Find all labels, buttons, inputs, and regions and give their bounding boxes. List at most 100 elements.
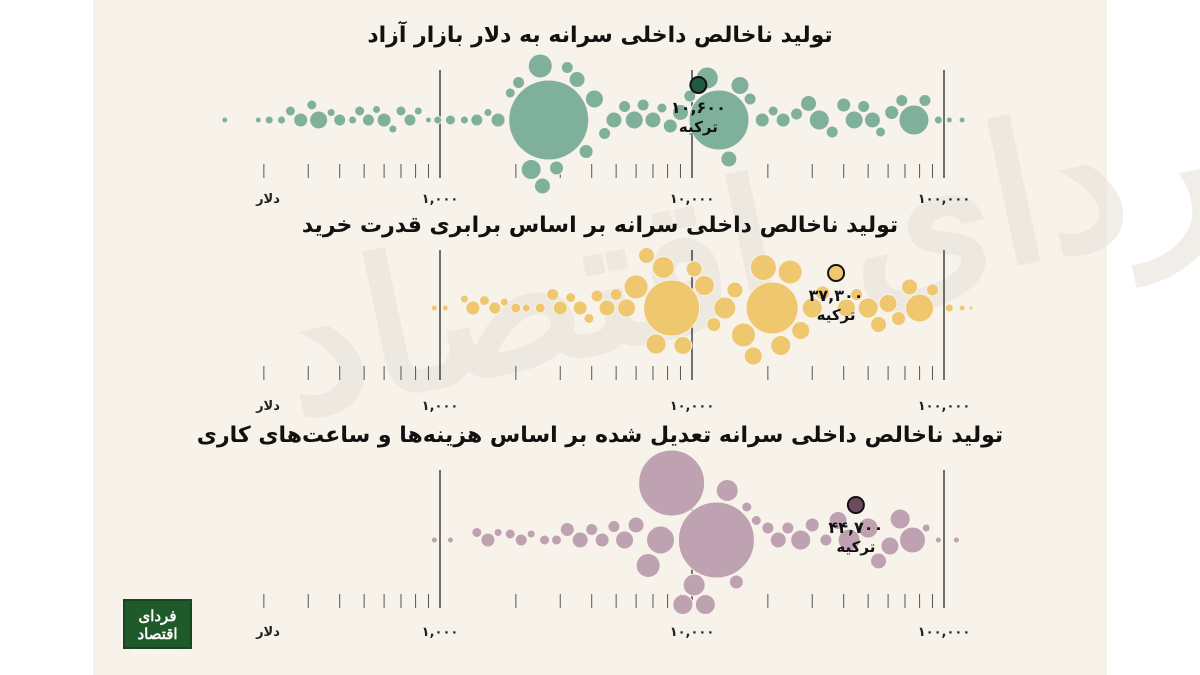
bubble	[754, 112, 770, 128]
bubble	[617, 298, 637, 318]
bubble	[870, 552, 888, 570]
bubble	[551, 534, 563, 546]
logo-subtitle: رسانه جامع اقتصادی	[131, 649, 184, 656]
bubble	[571, 531, 589, 549]
bubble	[483, 108, 493, 117]
bubble	[493, 528, 503, 537]
chart-3: تولید ناخالص داخلی سرانه تعدیل شده بر اس…	[197, 423, 1003, 640]
bubble	[767, 105, 779, 117]
tick-label: ۱۰۰,۰۰۰	[918, 192, 971, 207]
bubble	[899, 526, 927, 554]
bubble	[433, 115, 443, 125]
bubble	[480, 532, 496, 548]
axis-unit-label: دلار	[255, 192, 280, 207]
bubble	[504, 528, 516, 540]
tick-label: ۱۰,۰۰۰	[670, 192, 715, 207]
bubble	[264, 115, 274, 125]
bubble	[713, 296, 737, 320]
bubble	[905, 293, 935, 323]
bubble	[726, 281, 744, 299]
bubble	[470, 113, 484, 127]
tick-label: ۱۰,۰۰۰	[670, 399, 715, 414]
bubble	[685, 260, 703, 278]
bubble	[618, 100, 632, 113]
bubble	[694, 594, 716, 615]
bubble	[309, 110, 329, 130]
bubble	[636, 98, 650, 112]
bubble	[459, 115, 469, 125]
bubble	[413, 106, 423, 116]
bubble	[605, 111, 623, 129]
highlight-marker	[827, 264, 846, 282]
bubble	[944, 303, 954, 313]
bubble	[293, 112, 309, 128]
bubble	[791, 321, 811, 340]
highlight-marker	[689, 76, 708, 94]
bubble	[836, 298, 856, 318]
bubble	[388, 124, 398, 134]
bubble	[598, 299, 616, 317]
bubble	[895, 94, 909, 107]
bubble	[761, 521, 775, 535]
bubble	[643, 279, 701, 337]
axis-unit-label: دلار	[255, 625, 280, 640]
bubble	[623, 274, 649, 300]
bubble	[808, 109, 830, 131]
bubble	[607, 520, 621, 533]
bubble	[671, 104, 689, 121]
bubble	[549, 160, 565, 176]
bubble	[651, 256, 675, 279]
bubble	[857, 517, 879, 539]
tick-label: ۱,۰۰۰	[422, 192, 459, 207]
bubble	[706, 317, 722, 332]
bubble	[465, 300, 481, 316]
bubble	[504, 87, 516, 99]
chart-2: تولید ناخالص داخلی سرانه بر اساس برابری …	[255, 213, 974, 414]
bubble	[800, 95, 818, 112]
bubble	[677, 501, 755, 579]
bubble	[688, 89, 750, 151]
bubble	[730, 322, 756, 348]
bubble	[850, 288, 864, 301]
bubble	[348, 115, 358, 125]
bubble	[743, 346, 763, 366]
bubble	[656, 102, 668, 114]
bubble	[683, 89, 697, 103]
bubble	[615, 530, 635, 550]
bubble	[326, 108, 336, 117]
bubble	[857, 297, 879, 319]
bubble	[527, 53, 553, 79]
chart-title: تولید ناخالص داخلی سرانه تعدیل شده بر اس…	[197, 423, 1003, 448]
bubble	[403, 113, 417, 127]
bubble	[775, 112, 791, 128]
bubble	[584, 89, 604, 109]
bubble	[441, 304, 449, 312]
bubble	[790, 529, 812, 551]
bubble	[741, 501, 753, 513]
bubble	[277, 115, 287, 125]
bubble	[889, 508, 911, 530]
bubble	[934, 536, 942, 544]
bubble	[720, 150, 738, 168]
bubble	[781, 521, 795, 535]
tick-label: ۱۰۰,۰۰۰	[918, 625, 971, 640]
bubble	[715, 479, 739, 502]
bubble	[333, 113, 347, 127]
bubble	[471, 527, 483, 538]
bubble	[769, 531, 787, 549]
bubble	[837, 528, 861, 552]
bubble	[693, 275, 715, 296]
bubble	[790, 107, 804, 121]
bubble	[898, 104, 930, 136]
bubble	[372, 105, 382, 114]
bubble	[598, 127, 612, 140]
bubble	[539, 534, 551, 546]
axis-unit-label: دلار	[255, 399, 280, 414]
brand-logo: فردای اقتصاد رسانه جامع اقتصادی	[123, 599, 192, 656]
bubble	[682, 573, 706, 597]
bubble	[478, 295, 490, 306]
highlight-country-label: ترکیه	[836, 538, 875, 556]
bubble	[825, 125, 839, 139]
bubble	[521, 303, 531, 313]
